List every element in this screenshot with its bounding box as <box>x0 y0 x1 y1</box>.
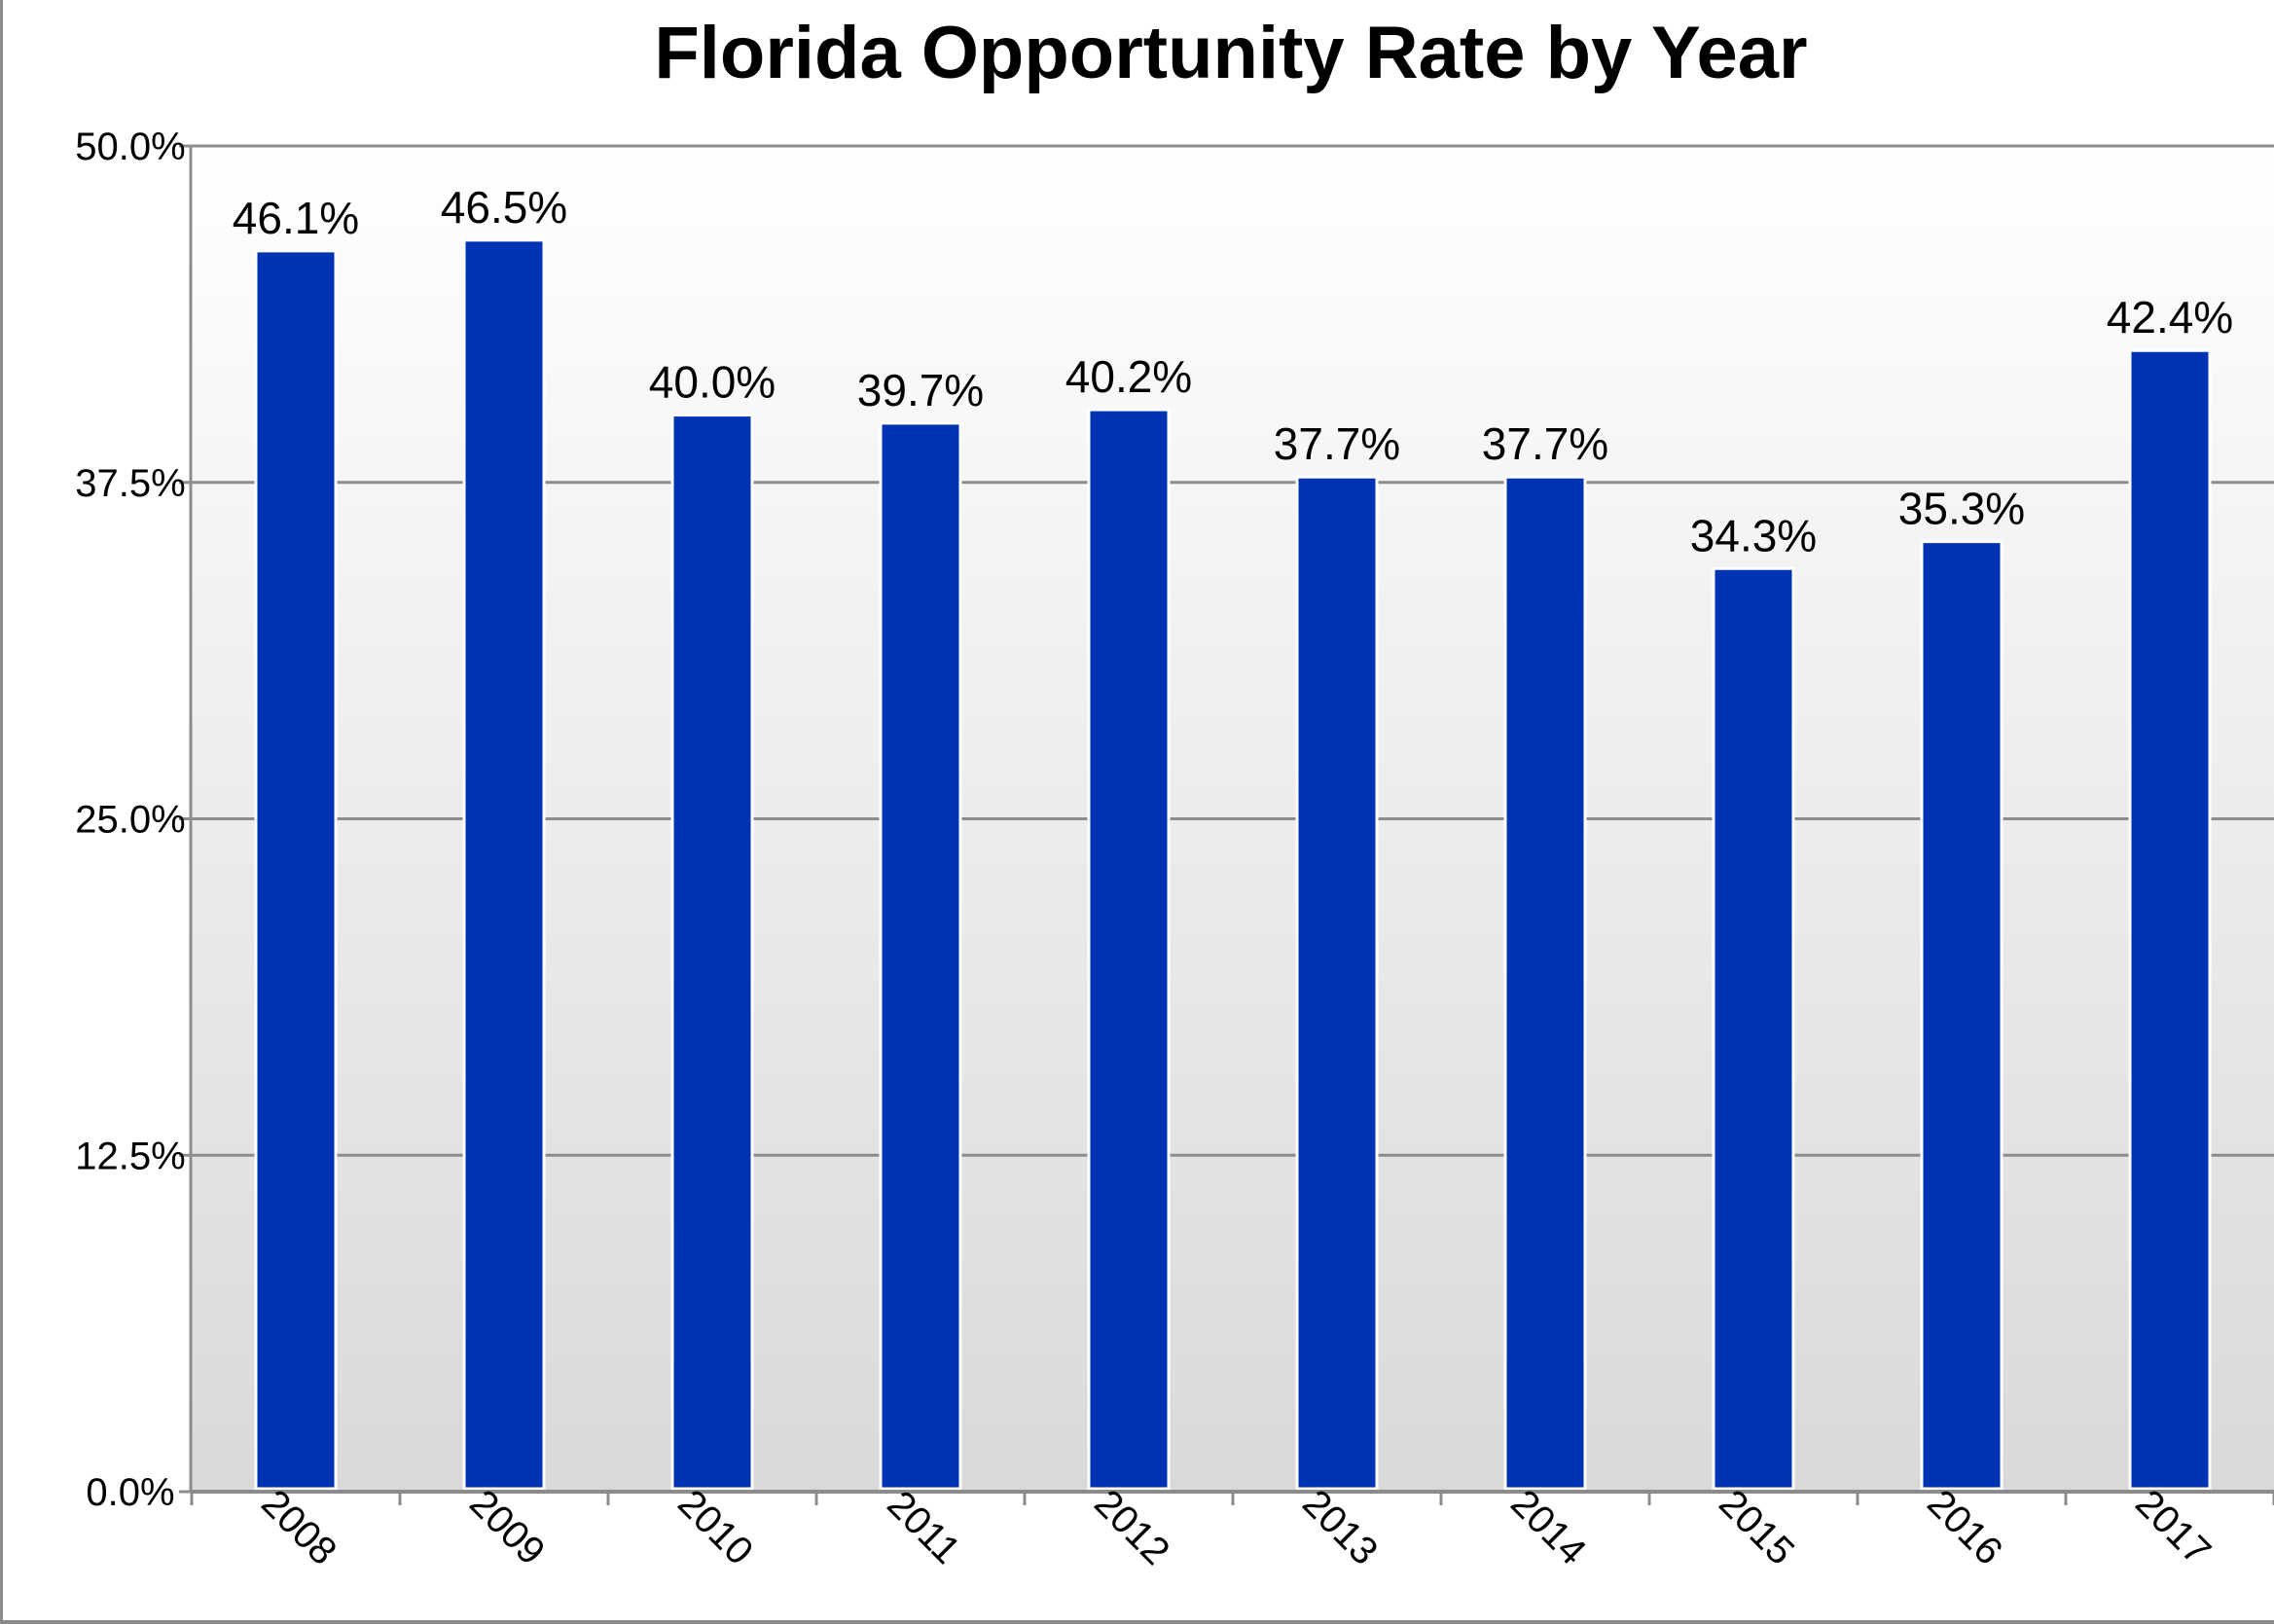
bar-chart: Florida Opportunity Rate by Year 0.0% 12.… <box>75 12 2274 1573</box>
data-label: 35.3% <box>1898 484 2025 534</box>
bar <box>1920 540 2003 1491</box>
bar <box>670 414 754 1491</box>
x-tick-label: 2016 <box>1919 1482 2010 1573</box>
data-label: 34.3% <box>1690 510 1817 560</box>
data-label: 40.2% <box>1065 351 1192 402</box>
y-tick-label: 25.0% <box>75 799 185 842</box>
bar <box>2128 348 2212 1491</box>
data-label: 37.7% <box>1274 418 1400 469</box>
chart-title: Florida Opportunity Rate by Year <box>654 12 1807 94</box>
bar <box>1712 566 1795 1491</box>
y-tick-label: 12.5% <box>75 1135 185 1177</box>
y-tick-label: 50.0% <box>75 126 185 168</box>
bar <box>1295 475 1379 1491</box>
axes <box>179 144 2274 1505</box>
x-tick-label: 2010 <box>669 1482 761 1573</box>
bar <box>879 421 962 1491</box>
x-tick-label: 2009 <box>461 1482 553 1573</box>
bar <box>462 238 546 1491</box>
bars <box>254 238 2212 1491</box>
bar <box>254 249 338 1491</box>
x-tick-label: 2008 <box>253 1482 344 1573</box>
data-label: 39.7% <box>857 365 984 415</box>
x-tick-label: 2011 <box>879 1483 968 1572</box>
y-tick-label: 0.0% <box>86 1471 174 1514</box>
data-label: 37.7% <box>1482 418 1608 469</box>
bar <box>1087 408 1171 1491</box>
data-label: 46.1% <box>233 193 359 243</box>
x-tick-label: 2014 <box>1502 1482 1594 1573</box>
data-label: 42.4% <box>2107 292 2233 343</box>
bar <box>1503 475 1587 1491</box>
y-tick-label: 37.5% <box>75 462 185 505</box>
x-tick-label: 2017 <box>2127 1482 2219 1573</box>
x-tick-label: 2012 <box>1086 1482 1177 1573</box>
x-tick-label: 2013 <box>1294 1482 1386 1573</box>
x-tick-label: 2015 <box>1711 1482 1802 1573</box>
data-label: 40.0% <box>649 357 776 408</box>
data-label: 46.5% <box>441 182 567 233</box>
